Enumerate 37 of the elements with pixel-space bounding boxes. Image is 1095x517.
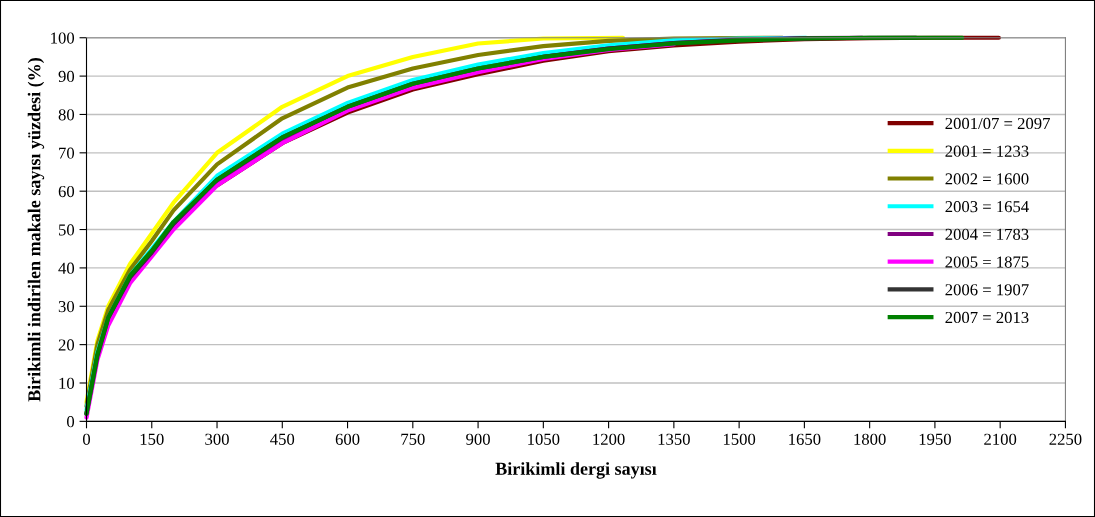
x-tick-label: 600 (335, 433, 360, 445)
y-tick-label: 30 (58, 300, 75, 313)
legend-label: 2002 = 1600 (945, 173, 1029, 185)
x-tick-label: 1050 (528, 433, 560, 445)
y-axis-title: Birikimli indirilen makale sayısı yüzdesi (%) (27, 58, 45, 402)
x-tick-label: 2250 (1049, 433, 1082, 445)
x-tick-label: 750 (401, 433, 425, 445)
x-tick-label: 1350 (658, 433, 690, 445)
legend-label: 2004 = 1783 (945, 228, 1029, 240)
x-tick-label: 1500 (723, 433, 756, 445)
y-tick-label: 100 (51, 32, 75, 44)
legend-label: 2007 = 2013 (945, 311, 1029, 324)
x-tick-label: 300 (205, 433, 229, 445)
x-tick-label: 450 (270, 433, 295, 445)
x-tick-label: 900 (466, 433, 490, 445)
y-tick-label: 10 (59, 377, 75, 389)
legend-label: 2005 = 1875 (945, 256, 1029, 268)
x-tick-label: 1800 (854, 433, 886, 445)
legend-label: 2001 = 1233 (945, 145, 1029, 157)
legend-label: 2001/07 = 2097 (945, 117, 1050, 130)
legend-label: 2003 = 1654 (945, 200, 1029, 213)
y-tick-label: 80 (58, 109, 75, 121)
legend-label: 2006 = 1907 (945, 284, 1029, 296)
x-tick-label: 1650 (789, 433, 821, 445)
y-tick-label: 90 (58, 70, 75, 83)
y-tick-label: 70 (59, 147, 75, 159)
x-axis-title: Birikimli dergi sayısı (495, 462, 657, 479)
y-tick-label: 60 (58, 185, 75, 198)
x-tick-label: 1200 (593, 433, 625, 445)
x-tick-label: 2100 (984, 433, 1017, 445)
y-tick-label: 20 (58, 339, 75, 351)
x-tick-label: 150 (140, 433, 164, 445)
x-tick-label: 1950 (919, 433, 951, 445)
x-tick-label: 0 (82, 433, 91, 445)
y-tick-label: 0 (67, 416, 75, 428)
y-tick-label: 50 (59, 224, 75, 236)
y-tick-label: 40 (58, 262, 75, 274)
